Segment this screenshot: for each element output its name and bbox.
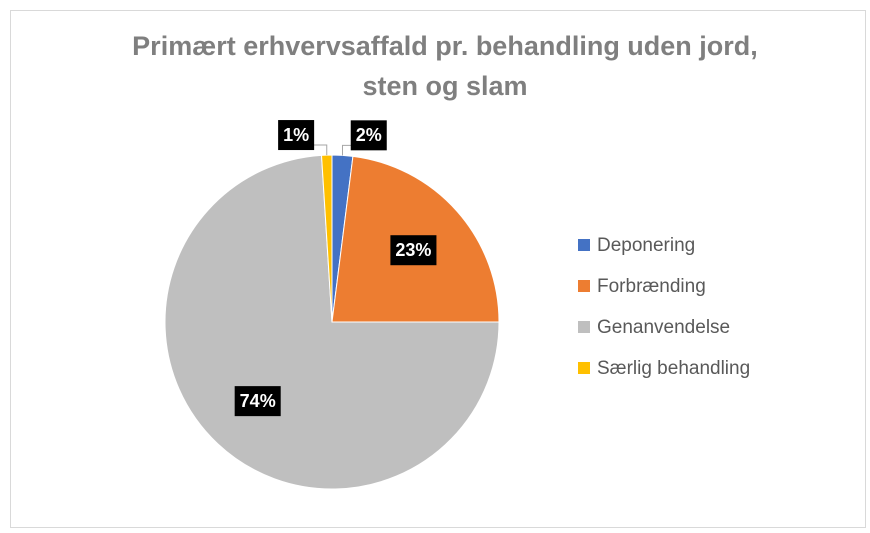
pie-slice bbox=[320, 154, 333, 323]
chart-title: sten og slam bbox=[362, 71, 527, 101]
data-label-box bbox=[234, 386, 281, 417]
data-label: 2% bbox=[356, 125, 382, 145]
data-label: 23% bbox=[395, 240, 431, 260]
legend-swatch bbox=[578, 239, 590, 251]
legend-label: Forbrænding bbox=[597, 276, 706, 297]
legend-label: Særlig behandling bbox=[597, 358, 750, 379]
legend-label: Genanvendelse bbox=[597, 317, 730, 338]
leader-line bbox=[312, 144, 328, 156]
data-label-box bbox=[390, 235, 437, 266]
legend-label: Deponering bbox=[597, 235, 695, 256]
chart-title: Primært erhvervsaffald pr. behandling ud… bbox=[132, 31, 758, 61]
data-label-box bbox=[350, 120, 387, 151]
legend-swatch bbox=[578, 321, 590, 333]
legend-swatch bbox=[578, 280, 590, 292]
leader-line bbox=[341, 144, 353, 156]
data-label: 74% bbox=[240, 391, 276, 411]
data-label: 1% bbox=[283, 125, 309, 145]
legend-swatch bbox=[578, 362, 590, 374]
legend-box bbox=[566, 223, 780, 391]
data-label-box bbox=[278, 120, 315, 151]
